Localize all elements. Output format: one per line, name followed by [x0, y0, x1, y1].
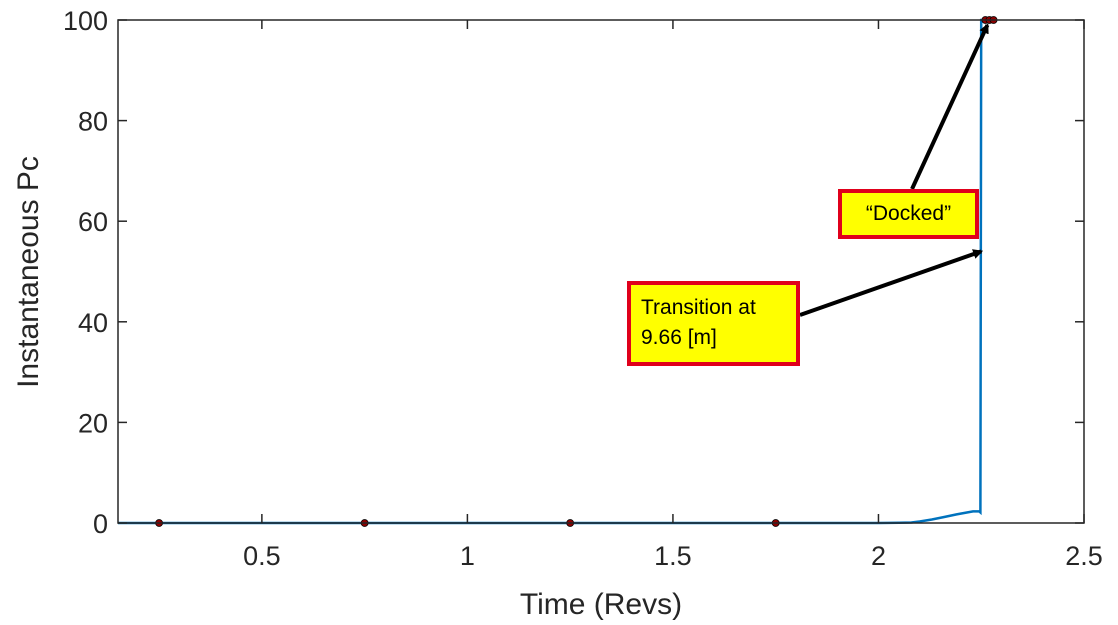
y-tick-label: 0 [93, 509, 108, 539]
annotation-docked: “Docked” [838, 189, 979, 239]
x-tick-label: 2 [871, 541, 886, 571]
y-tick-label: 80 [78, 107, 108, 137]
y-ticks: 0 20 40 60 80 100 [63, 6, 1084, 539]
annotation-transition-line-2: 9.66 [m] [641, 326, 717, 349]
annotation-arrow-transition [799, 249, 984, 317]
annotation-arrow-docked [910, 23, 990, 190]
y-tick-label: 20 [78, 408, 108, 438]
y-axis-title: Instantaneous Pc [12, 156, 45, 388]
annotation-transition-line-1: Transition at [641, 296, 756, 319]
annotation-docked-text: “Docked” [865, 202, 952, 225]
y-tick-label: 100 [63, 6, 108, 36]
plot-frame [117, 19, 1085, 524]
x-axis-title: Time (Revs) [520, 588, 682, 621]
plot-area [118, 20, 1084, 523]
x-tick-label: 0.5 [243, 541, 281, 571]
x-ticks: 0.5 1 1.5 2 2.5 [243, 20, 1103, 571]
annotation-transition: Transition at 9.66 [m] [627, 281, 800, 366]
annotation-arrows [799, 23, 990, 317]
x-tick-label: 1.5 [654, 541, 692, 571]
y-tick-label: 60 [78, 207, 108, 237]
x-tick-label: 2.5 [1065, 541, 1103, 571]
y-tick-label: 40 [78, 308, 108, 338]
x-tick-label: 1 [460, 541, 475, 571]
